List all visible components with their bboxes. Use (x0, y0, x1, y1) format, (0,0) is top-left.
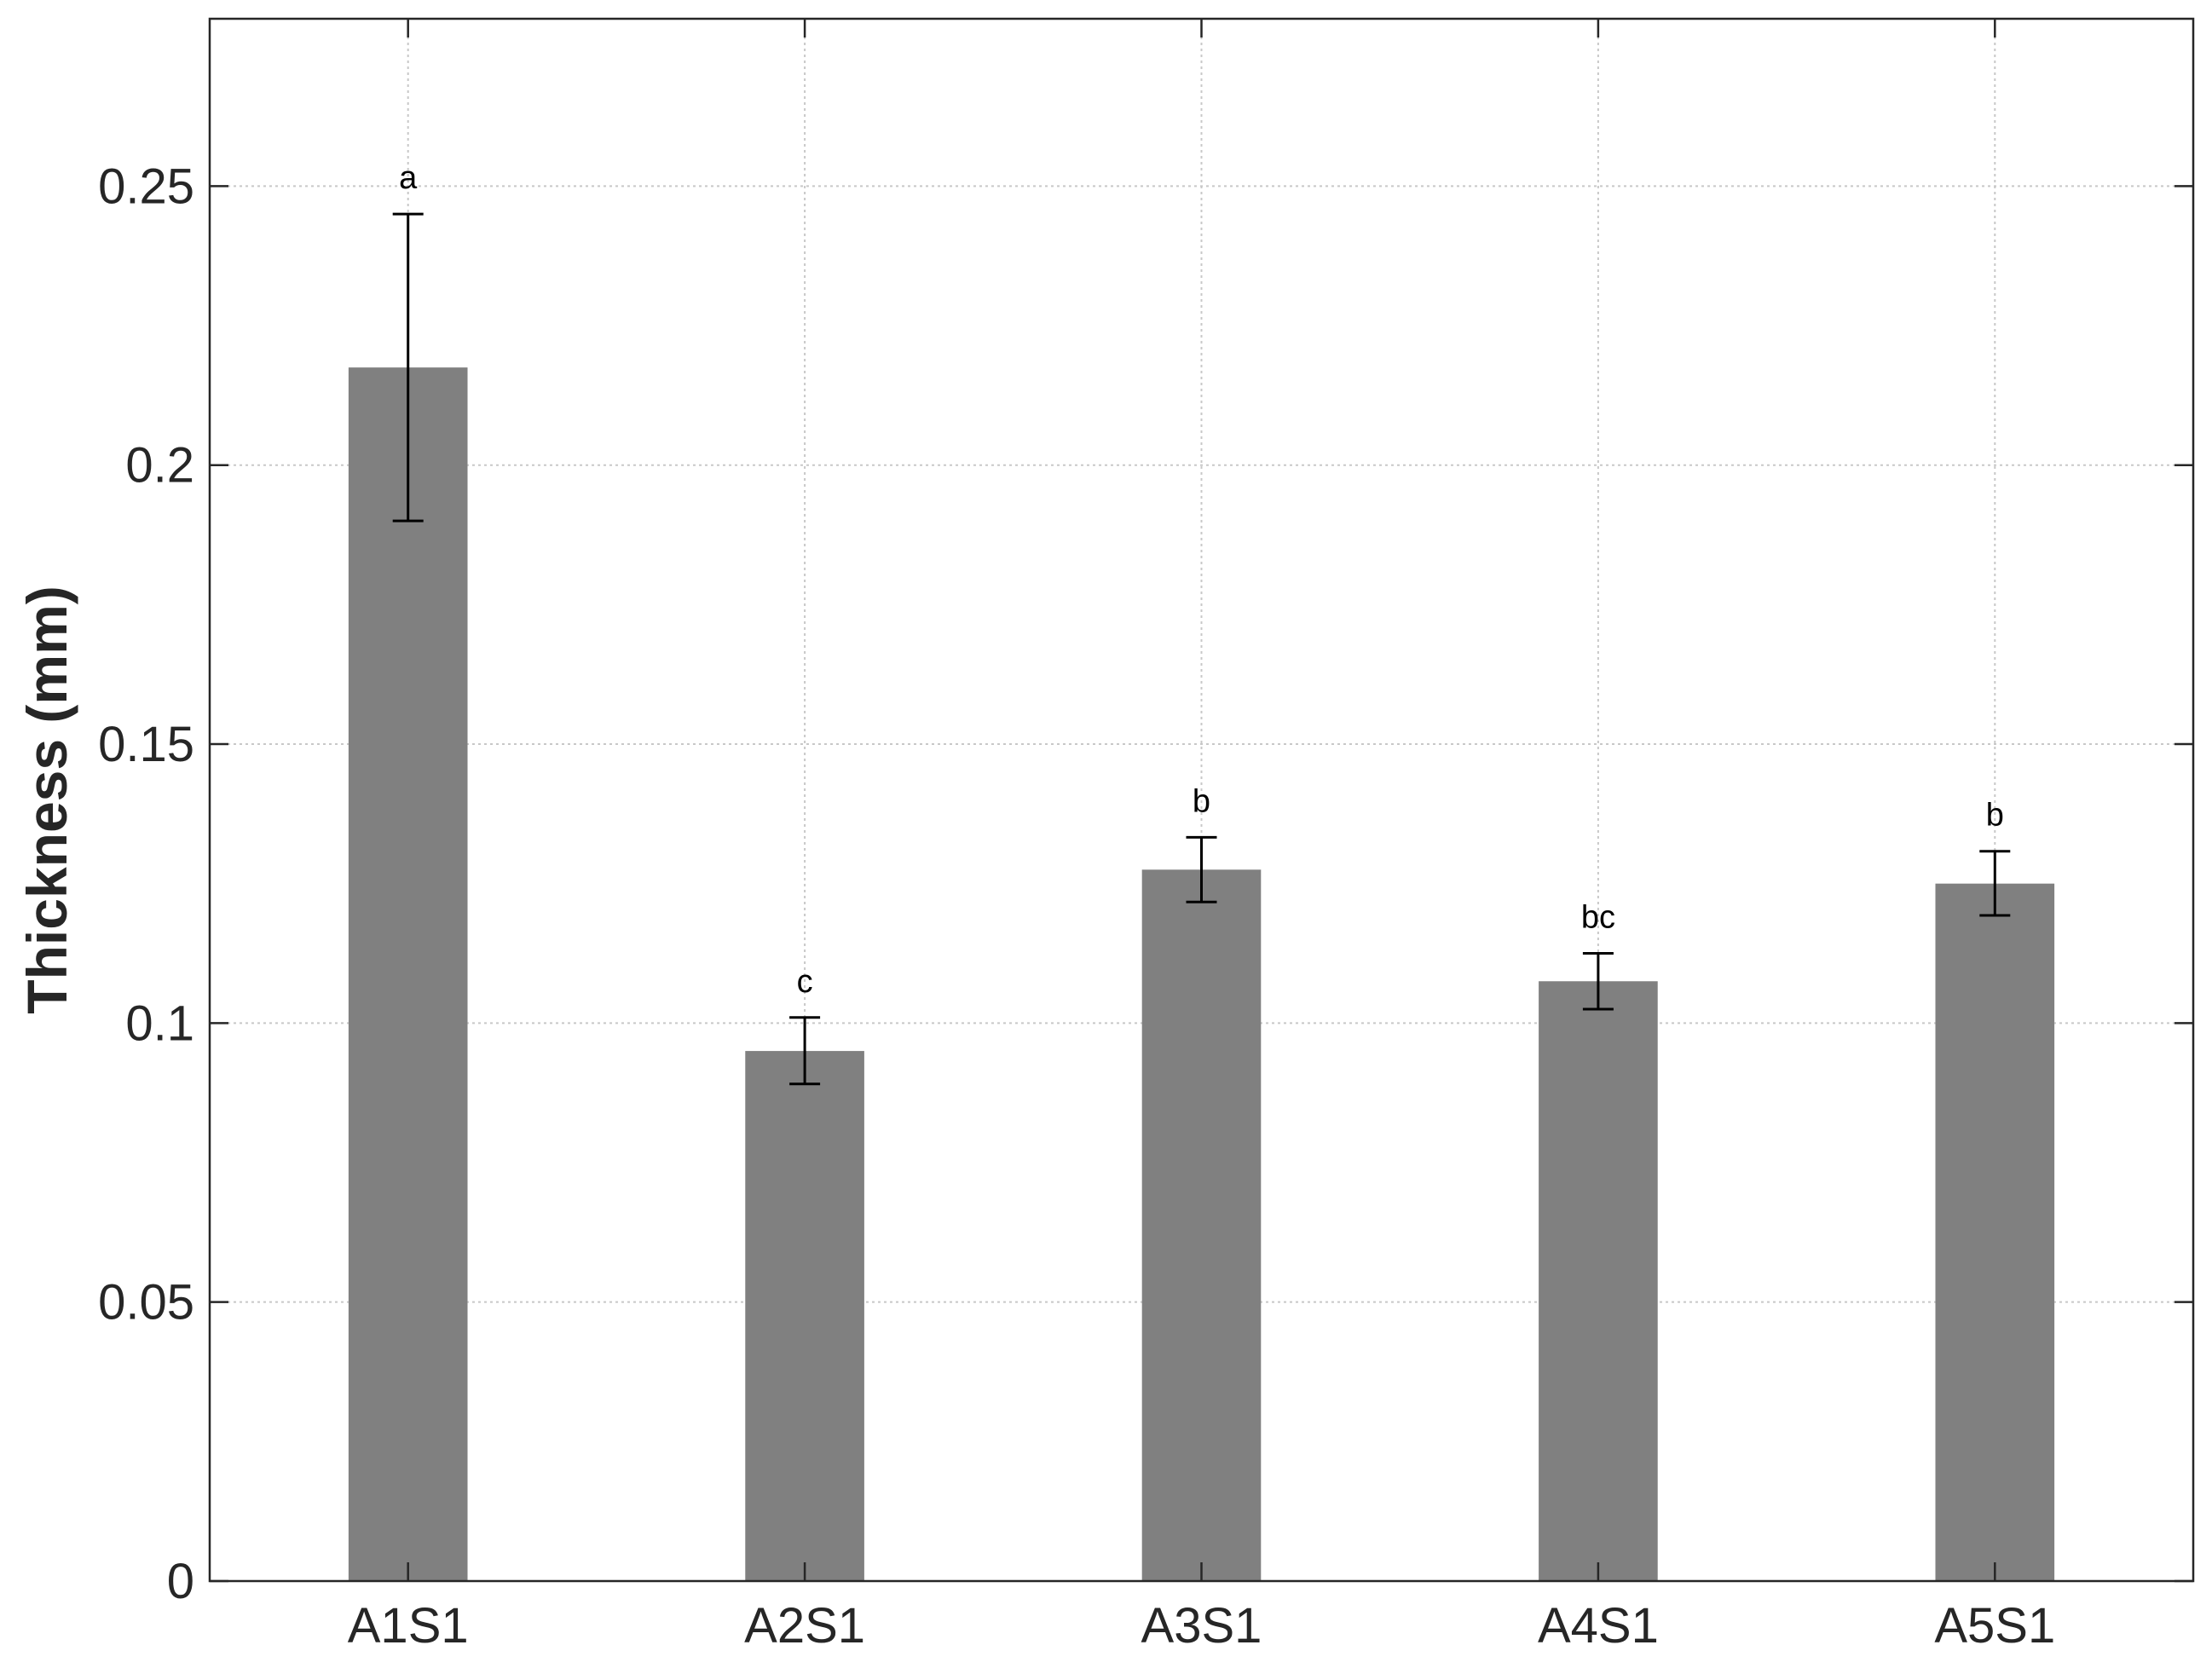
y-tick-labels: 0 0.05 0.1 0.15 0.2 0.25 (98, 159, 194, 1609)
significance-label: bc (1581, 900, 1615, 936)
axis-ticks (210, 19, 2193, 1583)
y-tick-label: 0.25 (98, 159, 194, 214)
bar (1539, 981, 1658, 1581)
x-tick-label: A1S1 (348, 1598, 469, 1654)
bars (348, 367, 2055, 1581)
bar (745, 1051, 864, 1581)
x-tick-label: A5S1 (1934, 1598, 2055, 1654)
x-tick-label: A3S1 (1141, 1598, 1262, 1654)
x-tick-labels: A1S1 A2S1 A3S1 A4S1 A5S1 (348, 1598, 2055, 1654)
y-tick-label: 0 (167, 1554, 194, 1609)
bar (1935, 883, 2055, 1581)
significance-label: c (797, 964, 813, 1000)
x-tick-label: A4S1 (1538, 1598, 1659, 1654)
y-tick-label: 0.2 (125, 438, 194, 493)
y-tick-label: 0.05 (98, 1275, 194, 1330)
y-tick-label: 0.15 (98, 717, 194, 772)
significance-label: b (1986, 798, 2004, 834)
error-bars (392, 212, 2011, 1086)
y-axis-label: Thickness (mm) (15, 586, 78, 1013)
significance-label: a (399, 160, 418, 196)
y-tick-label: 0.1 (125, 996, 194, 1051)
bar (348, 367, 468, 1581)
x-tick-label: A2S1 (744, 1598, 865, 1654)
bar (1141, 869, 1262, 1581)
significance-label: b (1193, 783, 1210, 819)
significance-labels: a c b bc b (399, 160, 2004, 1000)
